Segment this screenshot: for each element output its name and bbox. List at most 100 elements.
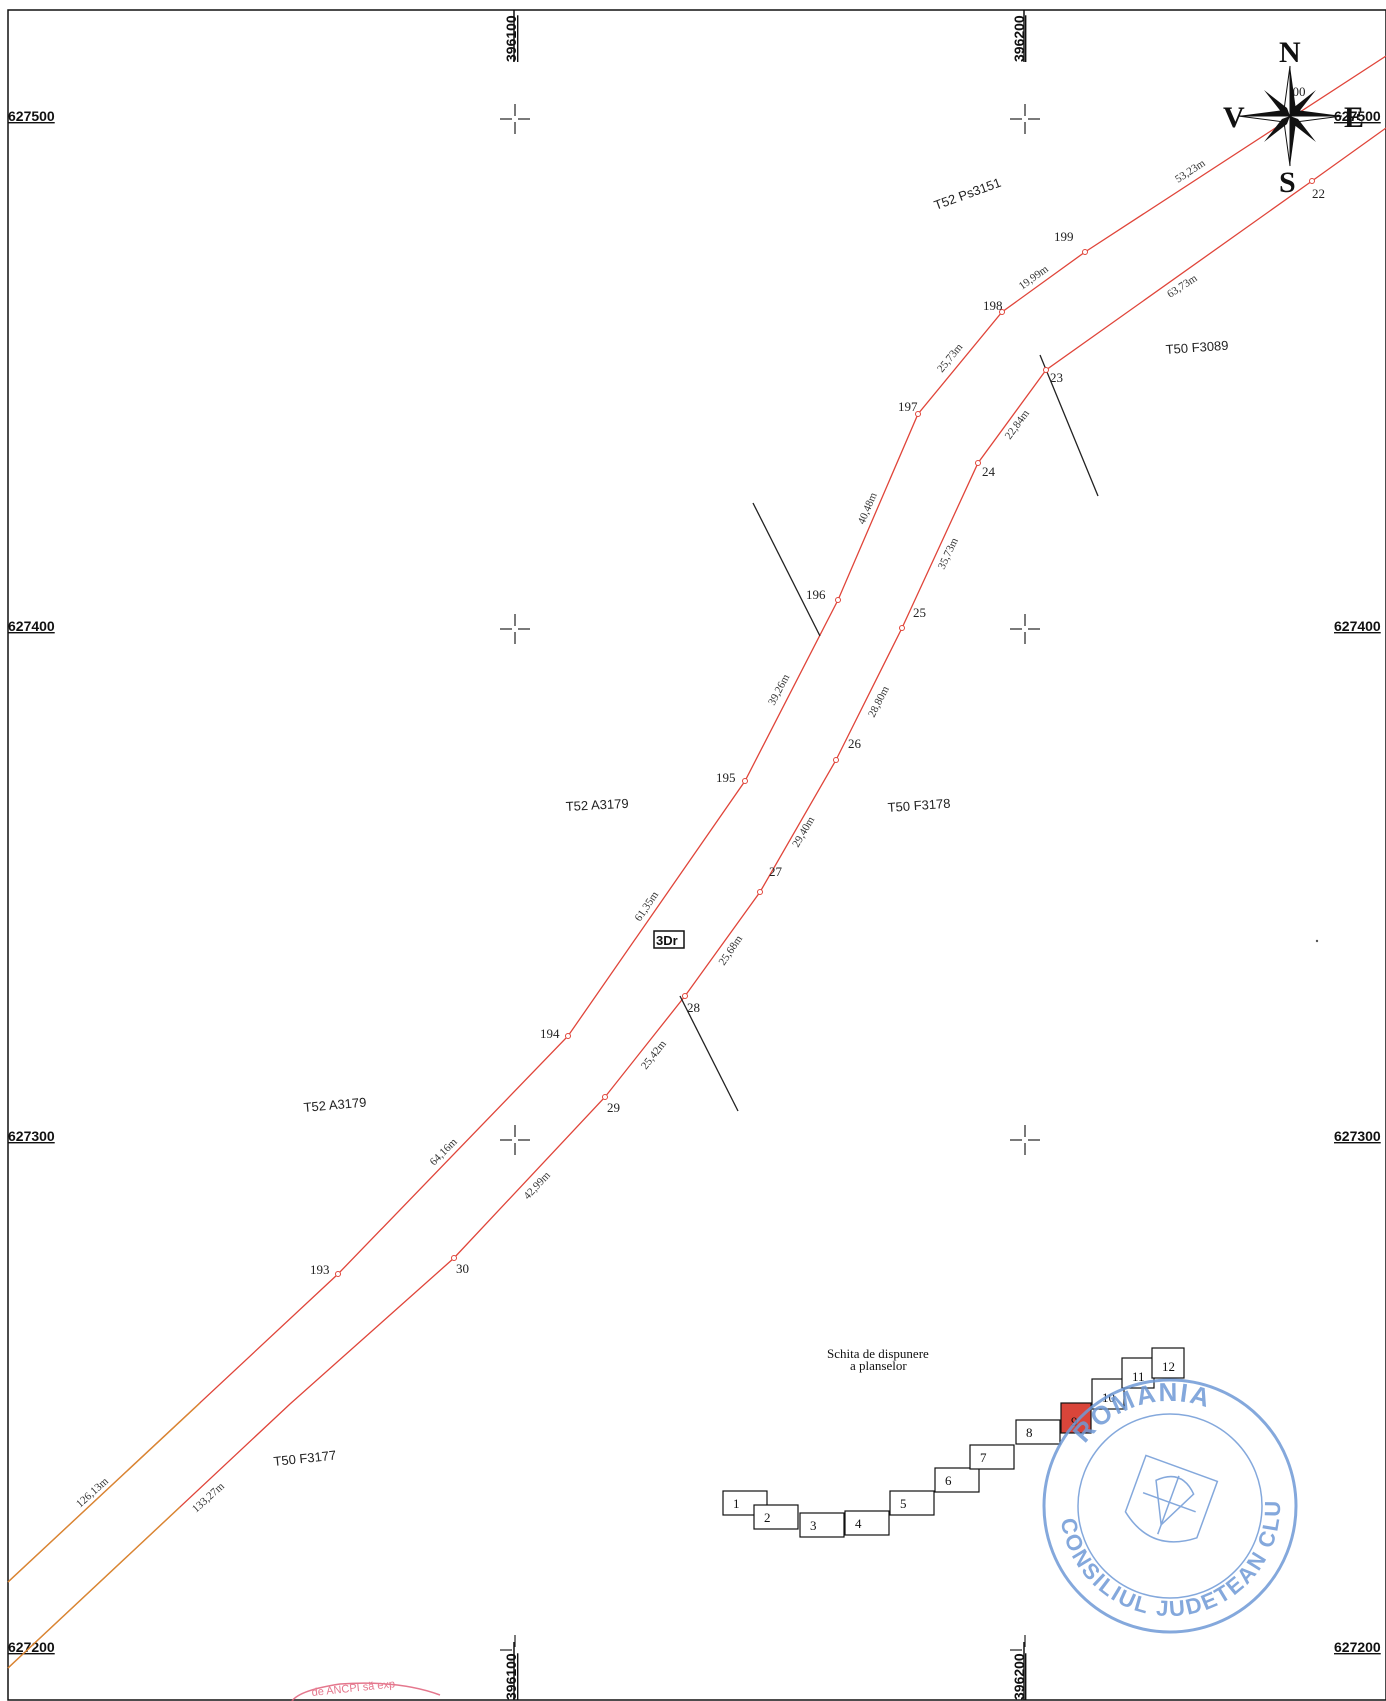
svg-text:3Dr: 3Dr <box>656 933 678 948</box>
stray-dot <box>1315 939 1319 943</box>
south-point-labels: 30 29 28 27 26 25 24 23 22 <box>456 186 1325 1276</box>
parcel-label: T52 A3179 <box>303 1095 367 1115</box>
point-label-196: 196 <box>806 587 826 602</box>
point-label-24: 24 <box>982 464 996 479</box>
segment-label: 28,80m <box>866 684 892 720</box>
easting-label-396200-bottom: 396200 <box>1011 1653 1027 1700</box>
point-label-25: 25 <box>913 605 926 620</box>
point-label-199: 199 <box>1054 229 1074 244</box>
north-point-labels: 193 194 195 196 197 198 199 200 <box>310 84 1306 1277</box>
sheet-number-8: 8 <box>1026 1425 1033 1440</box>
ancpi-stamp: de ANCPI să exp <box>291 1678 441 1701</box>
north-segment-labels: 126,13m 64,16m 61,35m 39,26m 40,48m 25,7… <box>74 157 1208 1510</box>
northing-label-627500-left: 627500 <box>8 108 55 124</box>
point-label-195: 195 <box>716 770 736 785</box>
point-label-23: 23 <box>1050 370 1063 385</box>
point-label-28: 28 <box>687 1000 700 1015</box>
northing-labels: 627500 627400 627300 627200 627500 62740… <box>8 108 1381 1655</box>
grid-cross <box>500 1125 530 1155</box>
northing-label-627300-right: 627300 <box>1334 1128 1381 1144</box>
sheet-cell-3 <box>799 1512 845 1538</box>
segment-label: 53,23m <box>1173 157 1208 185</box>
svg-text:ROMANIA: ROMANIA <box>1067 1377 1216 1448</box>
grid-crosses <box>500 104 1040 1651</box>
sheet-number-2: 2 <box>764 1510 771 1525</box>
boundary-far-segment-south <box>7 1506 181 1669</box>
layout-title-line2: a planselor <box>850 1358 907 1373</box>
compass-west: V <box>1223 101 1245 134</box>
svg-text:de ANCPI să exp: de ANCPI să exp <box>311 1678 396 1699</box>
parcel-label: T50 F3178 <box>887 796 951 815</box>
sheet-number-12: 12 <box>1162 1359 1175 1374</box>
segment-label: 19,99m <box>1017 263 1051 293</box>
easting-labels: 396100 396200 396100 396200 <box>503 15 1027 1700</box>
point-label-26: 26 <box>848 736 862 751</box>
south-boundary-line <box>7 127 1386 1669</box>
north-arrow-icon: N S V E <box>1223 36 1364 199</box>
point-label-197: 197 <box>898 399 918 414</box>
northing-label-627300-left: 627300 <box>8 1128 55 1144</box>
sheet-number-1: 1 <box>733 1496 740 1511</box>
segment-label: 126,13m <box>74 1475 111 1510</box>
grid-cross <box>1010 1635 1026 1651</box>
svg-text:CONSILIUL JUDETEAN CLUJ: CONSILIUL JUDETEAN CLUJ <box>0 0 1283 1621</box>
sheet-cell-8 <box>1015 1419 1061 1445</box>
compass-east: E <box>1344 101 1364 134</box>
section-lines <box>679 354 1099 1112</box>
sheet-frame <box>7 9 1386 1701</box>
grid-cross <box>500 1635 516 1651</box>
sheet-cell-2 <box>753 1504 799 1530</box>
sheet-number-5: 5 <box>900 1496 907 1511</box>
segment-label: 25,73m <box>935 341 966 375</box>
sheet-cell-6 <box>934 1467 980 1493</box>
section-line-196 <box>752 502 821 637</box>
northing-label-627400-left: 627400 <box>8 618 55 634</box>
point-label-194: 194 <box>540 1026 560 1041</box>
grid-cross <box>1010 614 1040 644</box>
parcel-label: T50 F3177 <box>273 1447 337 1468</box>
layout-title-line1: Schita de dispunere <box>827 1346 929 1361</box>
sheet-cell-7 <box>969 1444 1015 1470</box>
south-segment-labels: 133,27m 42,99m 25,42m 25,68m 29,40m 28,8… <box>190 272 1200 1515</box>
segment-label: 40,48m <box>856 490 880 526</box>
sheet-number-11: 11 <box>1132 1369 1145 1384</box>
segment-label: 133,27m <box>190 1480 227 1515</box>
sheet-cell-9 <box>1060 1402 1092 1434</box>
parcel-label: T50 F3089 <box>1165 338 1229 357</box>
grid-cross <box>500 614 530 644</box>
road-code-label: 3Dr <box>653 930 685 949</box>
parcel-labels: T52 Ps3151 T50 F3089 T52 A3179 T50 F3178… <box>273 175 1229 1469</box>
grid-cross <box>1010 104 1040 134</box>
point-label-27: 27 <box>769 864 783 879</box>
grid-cross <box>500 104 530 134</box>
point-label-30: 30 <box>456 1261 469 1276</box>
sheet-layout-sketch: Schita de dispunere a planselor 123 45678… <box>722 1346 1185 1538</box>
northing-label-627200-right: 627200 <box>1334 1639 1381 1655</box>
easting-label-396100-top: 396100 <box>503 15 519 62</box>
sheet-number-4: 4 <box>855 1516 862 1531</box>
sheet-number-3: 3 <box>810 1518 817 1533</box>
segment-label: 22,84m <box>1003 407 1033 441</box>
coat-of-arms-icon <box>1124 1454 1219 1543</box>
parcel-label: T52 A3179 <box>565 796 629 814</box>
section-line-28 <box>679 995 739 1112</box>
vertex-markers <box>335 178 1315 1277</box>
segment-label: 39,26m <box>766 672 792 707</box>
segment-label: 25,68m <box>717 933 746 968</box>
segment-label: 63,73m <box>1165 272 1200 300</box>
segment-label: 42,99m <box>521 1169 553 1202</box>
northing-label-627400-right: 627400 <box>1334 618 1381 634</box>
segment-label: 25,42m <box>639 1038 669 1072</box>
compass-south: S <box>1279 166 1296 199</box>
sheet-number-6: 6 <box>945 1473 952 1488</box>
compass-north: N <box>1279 36 1301 69</box>
sheet-cell-5 <box>889 1490 935 1516</box>
sheet-number-9: 9 <box>1071 1414 1078 1429</box>
easting-label-396100-bottom: 396100 <box>503 1653 519 1700</box>
parcel-label: T52 Ps3151 <box>932 175 1003 213</box>
northing-label-627500-right: 627500 <box>1334 108 1381 124</box>
section-line-23 <box>1039 354 1099 497</box>
sheet-cell-4 <box>844 1510 890 1536</box>
segment-label: 61,35m <box>633 889 662 924</box>
